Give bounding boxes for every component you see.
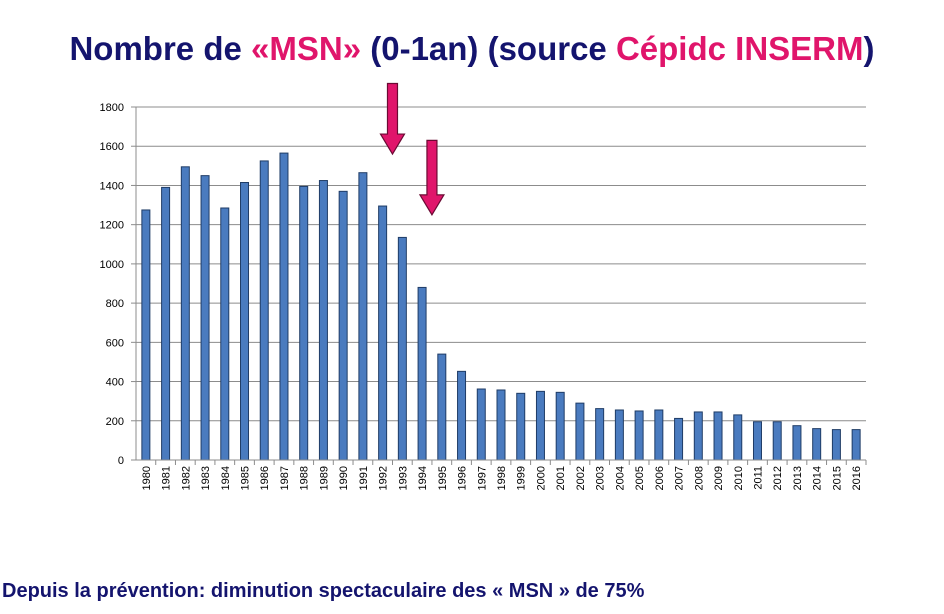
annotation-arrow-1992 (379, 82, 406, 156)
bar-2010 (733, 414, 743, 461)
x-tick-label: 2000 (535, 466, 547, 490)
bar-1985 (240, 182, 250, 461)
y-tick-label: 800 (106, 298, 124, 310)
x-tick-label: 1998 (496, 466, 508, 490)
x-tick-label: 1988 (299, 466, 311, 490)
x-tick-label: 1993 (397, 466, 409, 490)
annotation-arrows (379, 82, 446, 217)
x-tick-label: 1990 (338, 466, 350, 490)
bars (141, 152, 861, 461)
x-tick-label: 2009 (713, 466, 725, 490)
y-tick-label: 400 (106, 377, 124, 389)
bar-2005 (634, 410, 644, 461)
x-tick-label: 2010 (733, 466, 745, 490)
bar-1998 (496, 389, 506, 461)
bar-1983 (200, 175, 210, 461)
x-tick-label: 2006 (654, 466, 666, 490)
y-tick-label: 1800 (100, 102, 124, 114)
x-tick-label: 1986 (259, 466, 271, 490)
bar-1991 (358, 172, 368, 461)
x-tick-label: 2015 (831, 466, 843, 490)
y-tick-label: 1600 (100, 141, 124, 153)
x-tick-label: 1999 (516, 466, 528, 490)
bar-2007 (674, 417, 684, 461)
title-source-highlight: Cépidc INSERM (615, 30, 864, 67)
axes (135, 107, 866, 461)
x-tick-label: 2008 (693, 466, 705, 490)
x-tick-label: 2011 (752, 466, 764, 490)
x-tick-label: 1984 (220, 466, 232, 490)
bar-1989 (318, 180, 328, 461)
x-tick-label: 2007 (674, 466, 686, 490)
bar-2008 (693, 411, 703, 461)
x-tick-label: 2005 (634, 466, 646, 490)
x-tick-label: 1995 (437, 466, 449, 490)
title-msn-highlight: «MSN» (251, 30, 362, 67)
title-part-5: ) (863, 30, 875, 67)
bar-1996 (457, 370, 467, 461)
x-tick-label: 2004 (614, 466, 626, 490)
bar-2002 (575, 402, 585, 461)
bar-2004 (614, 409, 624, 461)
x-tick-label: 1980 (141, 466, 153, 490)
x-tick-label: 1982 (180, 466, 192, 490)
x-tick-label: 1992 (378, 466, 390, 490)
bar-1999 (516, 392, 526, 461)
x-tick-label: 1987 (279, 466, 291, 490)
x-tick-label: 2012 (772, 466, 784, 490)
bar-1988 (299, 185, 309, 461)
title-part-3: (0-1an) (source (361, 30, 616, 67)
bar-1984 (220, 207, 230, 461)
x-tick-label: 1996 (457, 466, 469, 490)
title-part-1: Nombre de (69, 30, 252, 67)
bar-1986 (259, 160, 269, 461)
y-tick-label: 600 (106, 337, 124, 349)
bar-1995 (437, 353, 447, 461)
x-tick-label: 1989 (318, 466, 330, 490)
bar-2006 (654, 409, 664, 461)
y-axis-ticks: 0 200 400 600 800 1000 1200 1400 1600 1800 (100, 102, 136, 467)
x-tick-label: 2014 (812, 466, 824, 490)
x-tick-label: 1994 (417, 466, 429, 490)
bar-2009 (713, 411, 723, 461)
bar-2015 (831, 429, 841, 461)
bar-1981 (161, 186, 171, 461)
x-tick-label: 2013 (792, 466, 804, 490)
x-tick-label: 1985 (240, 466, 252, 490)
bar-1980 (141, 209, 151, 461)
annotation-arrow-1994 (418, 139, 446, 217)
x-tick-label: 2016 (851, 466, 863, 490)
x-tick-label: 1981 (161, 466, 173, 490)
x-tick-label: 2001 (555, 466, 567, 490)
bar-1993 (397, 236, 407, 461)
y-tick-label: 1200 (100, 220, 124, 232)
x-tick-label: 1983 (200, 466, 212, 490)
y-tick-label: 1000 (100, 259, 124, 271)
bar-1990 (338, 190, 348, 461)
bar-2013 (792, 425, 802, 461)
bar-1997 (476, 388, 486, 461)
bar-1992 (378, 205, 388, 461)
bar-1994 (417, 286, 427, 461)
bar-2000 (535, 390, 545, 461)
y-tick-label: 200 (106, 416, 124, 428)
x-axis-ticks: 1980 1981 1982 1983 1984 1985 1986 1987 1988 1989… (141, 460, 867, 490)
y-tick-label: 0 (118, 455, 124, 467)
bar-1982 (180, 166, 190, 461)
bar-1987 (279, 152, 289, 461)
x-tick-label: 1991 (358, 466, 370, 490)
x-tick-label: 2003 (595, 466, 607, 490)
bar-2001 (555, 391, 565, 461)
bar-2014 (812, 428, 822, 461)
x-tick-label: 1997 (476, 466, 488, 490)
x-tick-label: 2002 (575, 466, 587, 490)
chart-title: Nombre de «MSN» (0-1an) (source Cépidc I… (0, 30, 944, 68)
bar-2016 (851, 429, 861, 461)
footer-caption: Depuis la prévention: diminution spectac… (2, 580, 645, 602)
bar-2011 (752, 421, 762, 461)
bar-2012 (772, 421, 782, 461)
bar-2003 (595, 408, 605, 461)
y-tick-label: 1400 (100, 180, 124, 192)
